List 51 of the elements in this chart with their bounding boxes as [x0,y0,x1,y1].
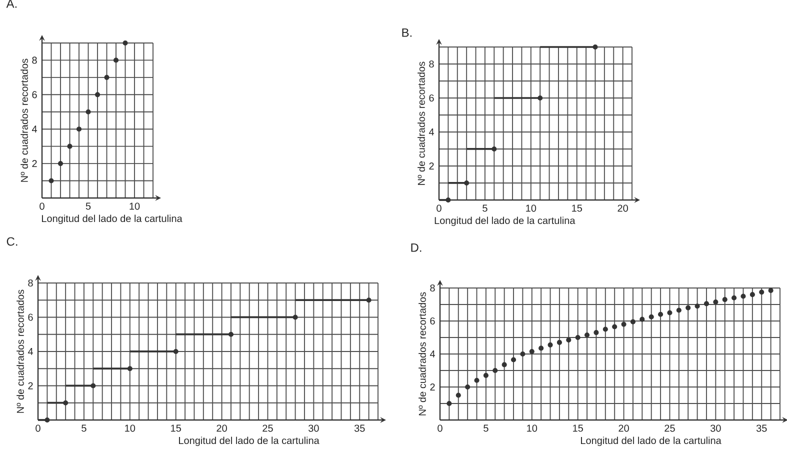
y-tick-label: 4 [28,348,34,355]
y-tick-label: 8 [430,284,435,292]
x-tick-label: 15 [573,424,583,432]
y-tick-label: 8 [429,60,434,68]
y-tick-label: 2 [32,160,37,168]
x-tick-label: 0 [438,424,442,432]
x-tick-label: 30 [308,424,319,432]
x-tick-label: 10 [130,202,140,210]
x-tick-label: 20 [618,204,628,212]
y-tick-label: 6 [430,317,435,325]
x-axis-title: Longitud del lado de la cartulina [434,216,576,226]
x-tick-label: 5 [482,204,488,212]
x-axis-title: Longitud del lado de la cartulina [179,436,320,446]
chart-title: B. [402,28,412,37]
x-tick-label: 10 [526,204,536,212]
x-tick-label: 0 [36,424,40,432]
chart-title: C. [6,237,18,246]
y-tick-label: 8 [28,279,33,287]
y-axis-title: Nº de cuadrados recortados [418,62,425,185]
x-tick-label: 0 [436,204,442,212]
x-tick-label: 20 [216,424,227,432]
x-tick-label: 5 [484,424,488,432]
y-tick-label: 4 [32,126,38,133]
y-axis-title: Nº de cuadrados recortados [16,290,24,413]
y-tick-label: 8 [32,56,37,64]
x-tick-label: 5 [86,202,91,210]
x-tick-label: 5 [82,424,86,432]
y-tick-label: 4 [428,128,434,136]
y-tick-label: 4 [430,350,436,358]
y-tick-label: 6 [32,91,37,98]
x-tick-label: 15 [171,424,181,432]
x-tick-label: 15 [572,204,582,212]
x-tick-label: 10 [527,424,538,432]
x-tick-label: 0 [40,202,44,210]
x-tick-label: 25 [664,424,675,432]
x-tick-label: 20 [618,424,629,432]
x-tick-label: 25 [262,424,273,432]
x-tick-label: 35 [756,424,767,432]
x-tick-label: 30 [710,424,721,432]
x-axis-title: Longitud del lado de la cartulina [581,436,722,446]
chart-title: D. [411,243,422,252]
y-axis-title: Nº de cuadrados recortados [418,292,426,416]
y-tick-label: 2 [28,382,33,390]
y-tick-label: 2 [429,162,434,170]
y-tick-label: 6 [429,94,434,102]
y-tick-label: 2 [430,383,435,390]
x-axis-title: Longitud del lado de la cartulina [42,214,182,224]
x-tick-label: 35 [354,424,365,432]
y-tick-label: 6 [28,314,33,321]
y-axis-title: Nº de cuadrados recortados [20,58,28,182]
x-tick-label: 10 [125,424,136,432]
